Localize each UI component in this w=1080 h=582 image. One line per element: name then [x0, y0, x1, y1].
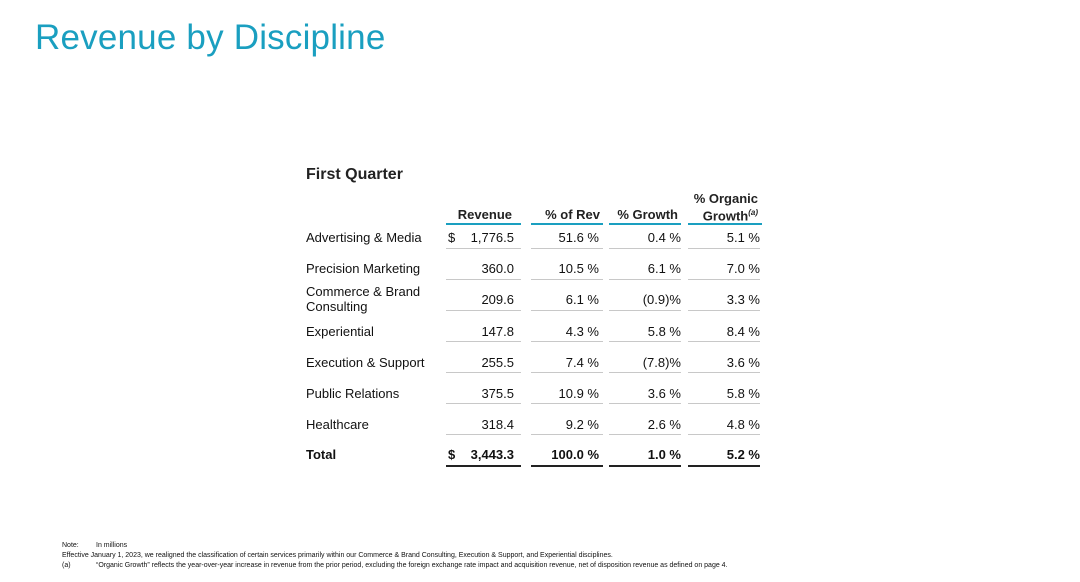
- cell-revenue: 255.5: [481, 355, 514, 370]
- row-divider: [609, 279, 681, 280]
- cell-growth: (7.8)%: [642, 355, 681, 370]
- row-label: Public Relations: [306, 386, 400, 401]
- row-divider: [609, 248, 681, 249]
- row-divider: [609, 434, 681, 435]
- cell-revenue: 360.0: [481, 261, 514, 276]
- currency-symbol: $: [448, 447, 456, 462]
- cell-revenue: 147.8: [481, 324, 514, 339]
- total-label: Total: [306, 447, 337, 462]
- cell-revenue: 209.6: [481, 292, 514, 307]
- row-divider: [688, 310, 760, 311]
- cell-organic: 5.1 %: [726, 230, 760, 245]
- row-divider: [531, 372, 603, 373]
- row-divider: [446, 279, 521, 280]
- column-header-organic-line1: % Organic: [693, 191, 758, 206]
- row-divider: [609, 372, 681, 373]
- cell-organic: 5.8 %: [726, 386, 760, 401]
- cell-revenue: 1,776.5: [470, 230, 514, 245]
- row-label: Healthcare: [306, 417, 369, 432]
- row-divider: [446, 403, 521, 404]
- row-divider: [688, 434, 760, 435]
- column-header-pct-rev: % of Rev: [545, 207, 600, 222]
- row-divider: [531, 310, 603, 311]
- row-label: Execution & Support: [306, 355, 425, 370]
- header-underline: [609, 223, 681, 225]
- cell-organic: 7.0 %: [726, 261, 760, 276]
- row-label: Advertising & Media: [306, 230, 422, 245]
- row-divider: [446, 434, 521, 435]
- cell-pct-rev: 10.5 %: [558, 261, 599, 276]
- column-header-organic-line2: Growth(a): [686, 206, 758, 223]
- row-divider: [531, 434, 603, 435]
- column-header-revenue: Revenue: [457, 207, 512, 222]
- cell-revenue: 375.5: [481, 386, 514, 401]
- footnote-text: In millions: [96, 542, 128, 549]
- footnote-key: (a): [62, 562, 71, 569]
- cell-organic: 4.8 %: [726, 417, 760, 432]
- row-label: Precision Marketing: [306, 261, 421, 276]
- row-divider: [688, 341, 760, 342]
- cell-organic: 3.3 %: [726, 292, 760, 307]
- header-underline: [688, 223, 762, 225]
- total-revenue: 3,443.3: [470, 447, 514, 462]
- total-organic: 5.2 %: [726, 447, 760, 462]
- row-divider: [688, 248, 760, 249]
- row-label: Commerce & Brand Consulting: [306, 284, 421, 314]
- cell-organic: 3.6 %: [726, 355, 760, 370]
- column-header-organic: % Organic Growth(a): [686, 192, 758, 223]
- cell-growth: 3.6 %: [647, 386, 681, 401]
- row-label: Experiential: [306, 324, 374, 339]
- row-divider: [531, 248, 603, 249]
- cell-pct-rev: 4.3 %: [565, 324, 599, 339]
- row-divider: [531, 341, 603, 342]
- cell-growth: 2.6 %: [647, 417, 681, 432]
- cell-growth: 6.1 %: [647, 261, 681, 276]
- cell-organic: 8.4 %: [726, 324, 760, 339]
- cell-revenue: 318.4: [481, 417, 514, 432]
- footnote-text: Effective January 1, 2023, we realigned …: [62, 552, 613, 559]
- cell-pct-rev: 51.6 %: [558, 230, 599, 245]
- cell-pct-rev: 6.1 %: [565, 292, 599, 307]
- row-divider: [688, 403, 760, 404]
- row-divider: [531, 403, 603, 404]
- row-divider: [688, 279, 760, 280]
- footnote: (a) “Organic Growth” reflects the year-ov…: [62, 561, 728, 571]
- cell-growth: (0.9)%: [642, 292, 681, 307]
- page-title: Revenue by Discipline: [35, 18, 386, 57]
- footnote-text: “Organic Growth” reflects the year-over-…: [96, 562, 728, 569]
- total-underline: [609, 465, 681, 467]
- footnote-key: Note:: [62, 542, 79, 549]
- header-underline: [446, 223, 521, 225]
- footnote: Note: In millions: [62, 541, 728, 551]
- cell-pct-rev: 9.2 %: [565, 417, 599, 432]
- currency-symbol: $: [448, 230, 456, 245]
- row-divider: [446, 372, 521, 373]
- cell-pct-rev: 7.4 %: [565, 355, 599, 370]
- row-divider: [446, 341, 521, 342]
- footnote-marker: (a): [748, 208, 758, 217]
- cell-growth: 5.8 %: [647, 324, 681, 339]
- row-divider: [446, 310, 521, 311]
- column-header-growth: % Growth: [617, 207, 678, 222]
- total-underline: [446, 465, 521, 467]
- row-divider: [688, 372, 760, 373]
- total-growth: 1.0 %: [647, 447, 681, 462]
- row-divider: [446, 248, 521, 249]
- section-heading: First Quarter: [306, 166, 403, 183]
- total-pct-rev: 100.0 %: [551, 447, 599, 462]
- total-underline: [688, 465, 760, 467]
- row-divider: [609, 403, 681, 404]
- row-divider: [609, 310, 681, 311]
- row-divider: [609, 341, 681, 342]
- organic-growth-label: Growth: [702, 208, 749, 224]
- total-underline: [531, 465, 603, 467]
- header-underline: [531, 223, 603, 225]
- cell-growth: 0.4 %: [647, 230, 681, 245]
- footnotes: Note: In millions Effective January 1, 202…: [62, 541, 728, 571]
- footnote: Effective January 1, 2023, we realigned …: [62, 551, 728, 561]
- row-divider: [531, 279, 603, 280]
- cell-pct-rev: 10.9 %: [558, 386, 599, 401]
